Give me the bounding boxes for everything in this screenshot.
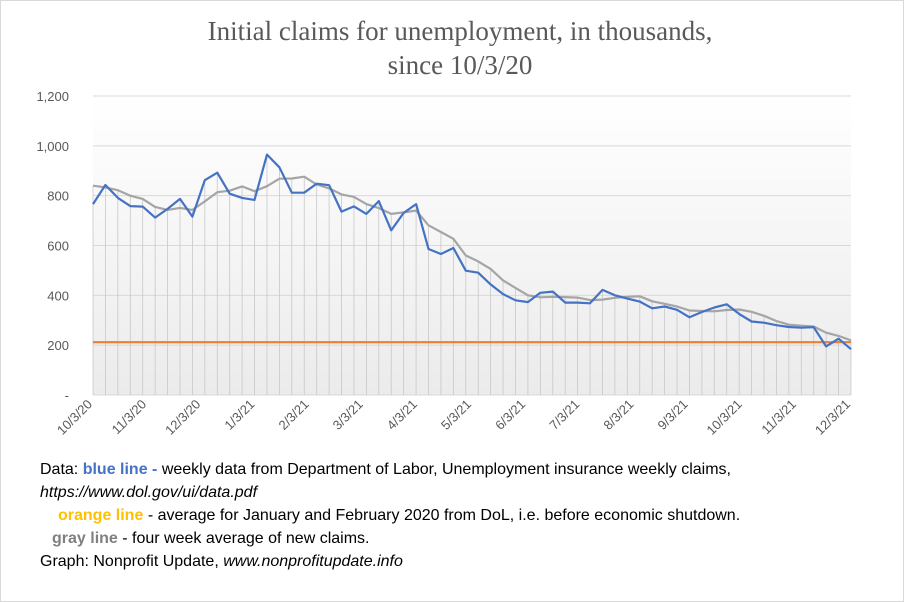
series-blue-weekly-claims — [92, 153, 852, 351]
x-tick-label: 8/3/21 — [600, 397, 636, 433]
x-tick-label: 11/3/21 — [758, 397, 799, 438]
note-source-url[interactable]: https://www.dol.gov/ui/data.pdf — [40, 484, 258, 501]
note-gray-label: gray line — [52, 530, 118, 547]
note-graph-credit: Graph: Nonprofit Update, www.nonprofitup… — [40, 550, 740, 573]
note-gray-line: gray line - four week average of new cla… — [40, 527, 740, 550]
note-data-prefix: Data: — [40, 461, 79, 478]
y-tick-label: 1,200 — [36, 89, 69, 104]
y-tick-label: 600 — [47, 239, 69, 254]
y-tick-label: 200 — [47, 338, 69, 353]
note-blue-label: blue line - — [82, 461, 158, 478]
y-tick-label: 1,000 — [36, 139, 69, 154]
series-gray-four-week-average — [92, 175, 852, 342]
gridlines — [93, 95, 851, 396]
x-tick-label: 2/3/21 — [276, 397, 312, 433]
chart-title-line-1: Initial claims for unemployment, in thou… — [207, 16, 713, 46]
chart-title: Initial claims for unemployment, in thou… — [100, 14, 820, 82]
note-blue-line: Data: blue line - weekly data from Depar… — [40, 458, 740, 481]
x-tick-label: 7/3/21 — [546, 397, 582, 433]
x-tick-label: 9/3/21 — [655, 397, 691, 433]
y-axis-ticks: - 200 400 600 800 1,000 1,200 — [36, 89, 69, 403]
x-tick-label: 1/3/21 — [221, 397, 257, 433]
x-tick-label: 3/3/21 — [330, 397, 366, 433]
y-tick-label: 800 — [47, 189, 69, 204]
x-tick-label: 12/3/21 — [812, 397, 853, 438]
x-tick-label: 10/3/21 — [704, 397, 745, 438]
drop-lines — [92, 154, 852, 395]
note-orange-label: orange line — [58, 507, 144, 524]
x-tick-label: 12/3/20 — [162, 397, 203, 438]
x-tick-label: 6/3/21 — [492, 397, 528, 433]
note-orange-text: - average for January and February 2020 … — [147, 507, 741, 524]
note-graph-url[interactable]: www.nonprofitupdate.info — [223, 553, 403, 570]
x-tick-label: 5/3/21 — [438, 397, 474, 433]
chart-notes: Data: blue line - weekly data from Depar… — [40, 458, 740, 573]
chart-title-line-2: since 10/3/20 — [387, 50, 533, 80]
y-tick-label: - — [65, 388, 69, 403]
series-layer — [92, 153, 852, 351]
x-tick-label: 11/3/20 — [109, 397, 150, 438]
note-graph-prefix: Graph: Nonprofit Update, — [40, 553, 219, 570]
note-blue-text: weekly data from Department of Labor, Un… — [161, 461, 731, 478]
note-gray-text: - four week average of new claims. — [122, 530, 370, 547]
x-tick-label: 10/3/20 — [54, 397, 95, 438]
x-tick-label: 4/3/21 — [384, 397, 420, 433]
x-axis-ticks: 10/3/20 11/3/20 12/3/20 1/3/21 2/3/21 3/3/21 4… — [54, 397, 853, 438]
y-tick-label: 400 — [47, 288, 69, 303]
note-orange-line: orange line - average for January and Fe… — [40, 504, 740, 527]
